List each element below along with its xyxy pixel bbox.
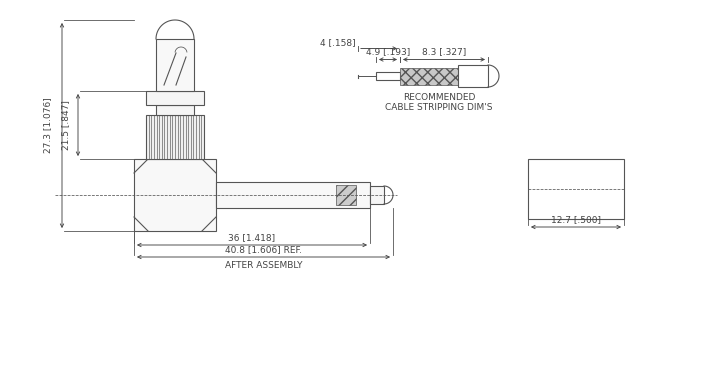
Text: 40.8 [1.606] REF.: 40.8 [1.606] REF. <box>225 245 302 254</box>
Text: 8.3 [.327]: 8.3 [.327] <box>422 47 466 57</box>
Text: 12.7 [.500]: 12.7 [.500] <box>551 215 601 224</box>
Bar <box>400 68 458 84</box>
Text: AFTER ASSEMBLY: AFTER ASSEMBLY <box>225 261 302 270</box>
Text: 21.5 [.847]: 21.5 [.847] <box>61 100 71 150</box>
Bar <box>134 159 216 231</box>
Bar <box>336 185 356 205</box>
Bar <box>216 182 370 208</box>
Bar <box>146 115 204 159</box>
Bar <box>156 105 194 115</box>
Bar <box>376 72 400 80</box>
Bar <box>458 65 488 87</box>
Bar <box>528 159 624 219</box>
Text: 27.3 [1.076]: 27.3 [1.076] <box>43 98 53 153</box>
Bar <box>146 91 204 105</box>
Text: RECOMMENDED
CABLE STRIPPING DIM'S: RECOMMENDED CABLE STRIPPING DIM'S <box>385 93 492 112</box>
Text: 36 [1.418]: 36 [1.418] <box>228 233 276 242</box>
Text: 4.9 [.193]: 4.9 [.193] <box>366 47 410 57</box>
Text: 4 [.158]: 4 [.158] <box>320 38 356 47</box>
Bar <box>156 39 194 91</box>
Bar <box>370 186 384 204</box>
